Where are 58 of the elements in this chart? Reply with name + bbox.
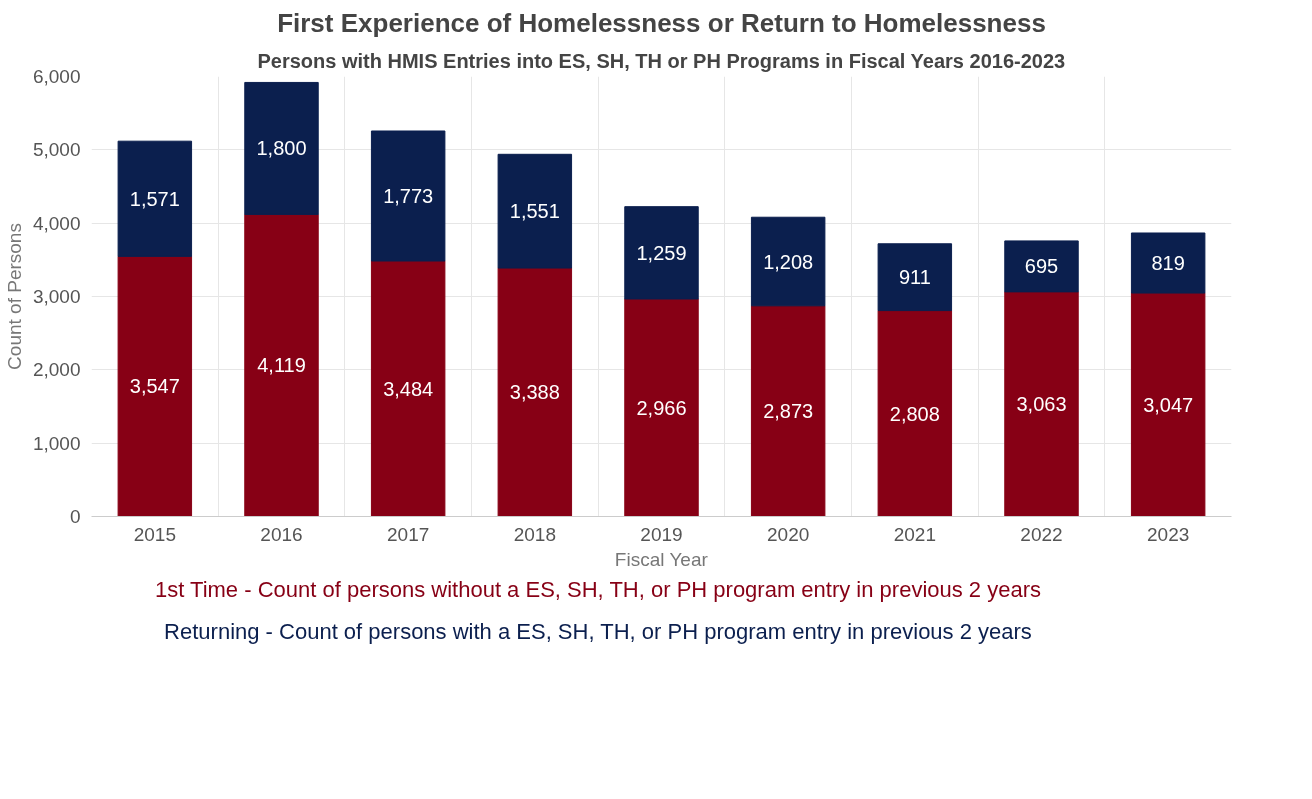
bar bbox=[1004, 291, 1079, 517]
data-label: 1,773 bbox=[383, 185, 434, 207]
data-label: 2,808 bbox=[889, 402, 940, 425]
data-label: 2,873 bbox=[763, 400, 814, 423]
x-axis-title: Fiscal Year bbox=[614, 548, 709, 570]
bar bbox=[750, 216, 826, 307]
chart-title: First Experience of Homelessness or Return to Homelessness bbox=[277, 7, 1046, 38]
x-tick-label: 2023 bbox=[1147, 523, 1190, 545]
x-tick-label: 2021 bbox=[893, 523, 936, 545]
y-tick-label: 2,000 bbox=[32, 359, 81, 381]
bar bbox=[877, 310, 953, 517]
chart-subtitle: Persons with HMIS Entries into ES, SH, TH or PH Programs in Fiscal Years 2016-2023 bbox=[257, 49, 1066, 72]
x-tick-label: 2018 bbox=[513, 523, 556, 545]
x-tick-label: 2019 bbox=[640, 523, 683, 545]
data-label: 1,208 bbox=[763, 250, 814, 273]
bar bbox=[1130, 292, 1206, 517]
bar bbox=[624, 206, 699, 300]
bar bbox=[244, 213, 319, 517]
y-tick-label: 5,000 bbox=[32, 139, 81, 161]
data-label: 1,259 bbox=[636, 241, 687, 264]
y-tick-label: 4,000 bbox=[32, 212, 81, 234]
bar bbox=[750, 305, 826, 517]
data-label: 3,063 bbox=[1016, 393, 1067, 416]
bar bbox=[1004, 240, 1079, 293]
bar bbox=[497, 267, 573, 517]
text: Returning - Count of persons with a ES, SH, TH, or PH program entry in previous 2 years bbox=[164, 619, 1032, 645]
data-label: 911 bbox=[898, 266, 931, 289]
x-tick-label: 2017 bbox=[387, 523, 430, 545]
x-tick-label: 2022 bbox=[1020, 523, 1063, 545]
data-label: 3,388 bbox=[509, 381, 560, 404]
data-label: 1,800 bbox=[256, 137, 307, 160]
y-tick-label: 6,000 bbox=[32, 66, 81, 87]
data-label: 1,551 bbox=[509, 200, 560, 223]
bar bbox=[117, 140, 193, 257]
bar bbox=[244, 81, 319, 215]
data-label: 3,047 bbox=[1143, 393, 1194, 416]
data-label: 695 bbox=[1024, 255, 1059, 278]
x-tick-label: 2015 bbox=[133, 523, 176, 545]
y-axis-title: Count of Persons bbox=[3, 223, 25, 370]
y-tick-label: 1,000 bbox=[32, 432, 81, 454]
bar bbox=[370, 260, 446, 517]
bar bbox=[370, 130, 446, 262]
data-label: 1,571 bbox=[129, 187, 180, 210]
y-tick-label: 0 bbox=[69, 506, 81, 527]
data-label: 3,547 bbox=[129, 375, 180, 398]
text: 1st Time - Count of persons without a ES, SH, TH, or PH program entry in previous 2 years bbox=[154, 577, 1042, 603]
data-label: 4,119 bbox=[257, 354, 306, 377]
bar bbox=[117, 255, 193, 517]
y-tick-label: 3,000 bbox=[32, 286, 81, 307]
x-tick-label: 2020 bbox=[767, 523, 810, 545]
bar bbox=[877, 243, 953, 312]
data-label: 2,966 bbox=[636, 396, 687, 419]
data-label: 819 bbox=[1151, 252, 1185, 275]
data-label: 3,484 bbox=[383, 377, 434, 400]
bar bbox=[1130, 232, 1206, 294]
bar bbox=[624, 298, 699, 517]
x-tick-label: 2016 bbox=[260, 523, 303, 545]
bar bbox=[497, 153, 573, 269]
